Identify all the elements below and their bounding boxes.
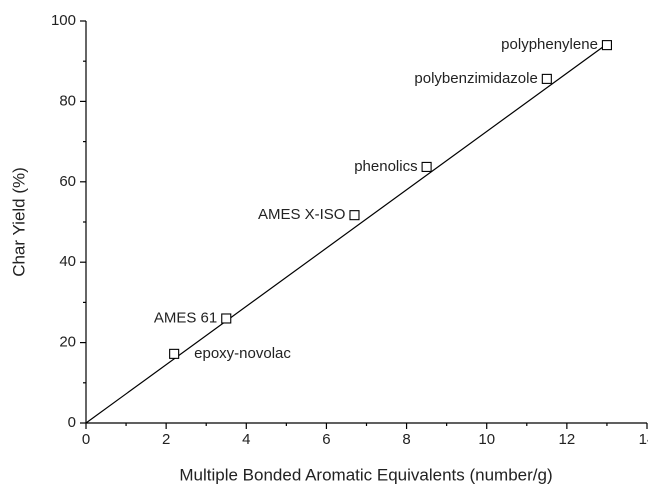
y-tick-label: 80: [59, 92, 76, 109]
point-label: polybenzimidazole: [414, 70, 537, 87]
x-tick-label: 2: [162, 431, 170, 448]
x-tick-label: 10: [478, 431, 495, 448]
fit-line: [85, 40, 612, 424]
point: [541, 73, 552, 84]
x-axis-label: Multiple Bonded Aromatic Equivalents (nu…: [179, 465, 552, 484]
x-tick-label: 6: [322, 431, 330, 448]
point: [601, 40, 612, 51]
x-tick-label: 12: [559, 431, 576, 448]
y-tick-label: 60: [59, 173, 76, 190]
point: [169, 348, 180, 359]
point-label: polyphenylene: [501, 36, 598, 53]
x-tick-label: 8: [402, 431, 410, 448]
y-tick-label: 20: [59, 334, 76, 351]
y-tick-label: 100: [51, 12, 76, 29]
point: [349, 210, 360, 221]
point-label: AMES X-ISO: [258, 206, 346, 223]
y-tick-label: 0: [68, 414, 76, 431]
y-tick-label: 40: [59, 253, 76, 270]
y-axis-label: Char Yield (%): [9, 167, 28, 277]
x-tick-label: 14: [639, 431, 648, 448]
point: [421, 161, 432, 172]
point: [221, 313, 232, 324]
x-tick-label: 4: [242, 431, 250, 448]
x-tick-label: 0: [82, 431, 90, 448]
point-label: epoxy-novolac: [194, 345, 291, 362]
point-label: AMES 61: [154, 309, 217, 326]
point-label: phenolics: [354, 158, 417, 175]
